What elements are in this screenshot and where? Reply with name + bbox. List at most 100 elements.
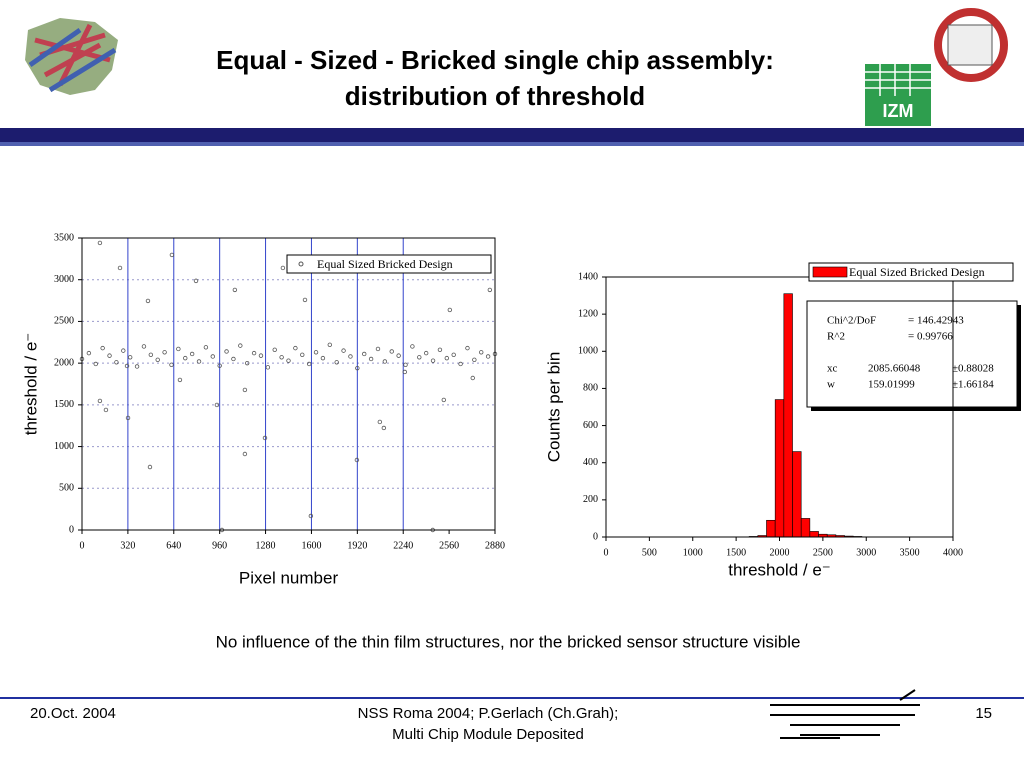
point — [341, 348, 346, 353]
y-tick-label: 800 — [583, 383, 598, 394]
point — [258, 353, 264, 358]
y-tick-label: 2500 — [54, 316, 74, 327]
x-tick-label: 2560 — [439, 540, 459, 551]
point — [306, 361, 312, 367]
point — [410, 344, 415, 349]
bar — [800, 518, 811, 538]
point — [97, 398, 103, 404]
point — [280, 265, 286, 271]
legend-marker — [298, 261, 304, 267]
y-tick-label: 0 — [69, 524, 74, 535]
point — [302, 297, 308, 303]
point — [437, 347, 443, 352]
y-tick-label: 500 — [59, 483, 74, 494]
legend-box — [808, 262, 1014, 282]
y-tick-label: 1000 — [54, 441, 74, 452]
legend-label: Equal Sized Bricked Design — [317, 257, 453, 271]
footer-sketch — [770, 689, 920, 739]
point — [127, 355, 133, 360]
title-line: Equal - Sized - Bricked single chip asse… — [216, 45, 774, 75]
point — [402, 369, 407, 375]
atlas-logo — [934, 8, 1008, 82]
point — [354, 457, 360, 463]
header-band — [0, 128, 1024, 142]
point — [403, 362, 408, 368]
point — [487, 287, 493, 293]
point — [362, 351, 367, 357]
point — [375, 346, 381, 352]
caption: No influence of the thin film structures… — [216, 632, 801, 651]
left-logo — [25, 18, 118, 95]
point — [308, 513, 314, 519]
point — [441, 397, 447, 403]
y-axis-label: Counts per bin — [544, 352, 563, 463]
point — [145, 298, 151, 304]
x-tick-label: 1500 — [726, 547, 746, 558]
fit-stat: 159.01999 — [868, 379, 915, 391]
x-axis-label: threshold / e⁻ — [728, 560, 831, 579]
point — [162, 350, 167, 355]
point — [177, 377, 183, 383]
point — [327, 342, 332, 347]
point — [148, 352, 154, 357]
y-tick-label: 1200 — [578, 308, 598, 319]
y-tick-label: 3500 — [54, 232, 74, 243]
point — [169, 252, 175, 258]
point — [176, 346, 181, 352]
point — [430, 358, 436, 363]
footer-text: Multi Chip Module Deposited — [392, 726, 584, 743]
point — [183, 355, 188, 361]
point — [196, 359, 202, 364]
x-tick-label: 960 — [212, 540, 227, 551]
point — [334, 360, 339, 365]
x-tick-label: 320 — [120, 540, 135, 551]
point — [417, 355, 422, 360]
point — [117, 265, 123, 271]
title-line: distribution of threshold — [345, 81, 645, 111]
x-tick-label: 2240 — [393, 540, 413, 551]
point — [242, 451, 248, 457]
point — [251, 350, 257, 356]
bar — [774, 399, 785, 538]
logo-text: IZM — [883, 101, 914, 121]
fit-stat: = 146.42943 — [908, 315, 964, 327]
point — [381, 425, 387, 431]
point — [470, 375, 475, 381]
x-tick-label: 500 — [642, 547, 657, 558]
point — [472, 357, 477, 363]
point — [125, 415, 131, 421]
point — [396, 353, 401, 358]
point — [485, 354, 491, 359]
point — [107, 353, 112, 358]
point — [121, 348, 126, 353]
point — [286, 358, 291, 363]
bar — [809, 531, 819, 538]
point — [389, 349, 394, 354]
point — [479, 350, 484, 355]
x-tick-label: 640 — [166, 540, 181, 551]
footer-text: NSS Roma 2004; P.Gerlach (Ch.Grah); — [358, 705, 619, 722]
plot-frame — [81, 237, 496, 531]
point — [193, 278, 199, 284]
footer-page: 15 — [975, 705, 992, 722]
point — [124, 363, 130, 369]
point — [423, 350, 429, 356]
x-tick-label: 1600 — [301, 540, 321, 551]
fit-stat: ±0.88028 — [952, 363, 994, 375]
y-tick-label: 200 — [583, 494, 598, 505]
point — [114, 360, 119, 365]
point — [262, 435, 268, 441]
point — [224, 349, 229, 354]
point — [465, 345, 470, 351]
point — [103, 407, 109, 413]
point — [265, 365, 271, 370]
point — [214, 402, 220, 408]
bar — [783, 293, 793, 538]
y-tick-label: 3000 — [54, 274, 74, 285]
x-tick-label: 3500 — [900, 547, 920, 558]
y-tick-label: 2000 — [54, 357, 74, 368]
point — [242, 387, 248, 393]
fit-stat: w — [827, 379, 835, 391]
x-tick-label: 0 — [80, 540, 85, 551]
